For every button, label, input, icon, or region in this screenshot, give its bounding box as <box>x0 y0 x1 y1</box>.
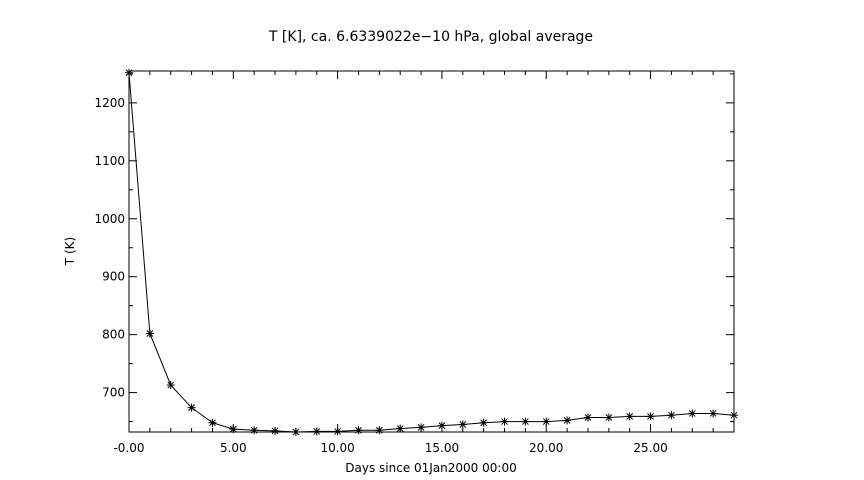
data-point-marker <box>271 426 280 435</box>
series-line <box>128 72 735 433</box>
data-point-marker <box>563 416 572 425</box>
data-point-marker <box>250 426 259 435</box>
x-axis-ticks: -0.00 5.00 10.00 15.00 20.00 25.00 <box>113 71 735 455</box>
data-point-marker <box>145 329 154 338</box>
data-point-marker <box>646 412 655 421</box>
data-point-marker <box>291 428 300 436</box>
data-point-marker <box>667 411 676 420</box>
data-point-marker <box>688 409 697 418</box>
data-point-marker <box>583 413 592 422</box>
y-tick-label: 1200 <box>94 96 125 110</box>
data-point-marker <box>166 381 175 390</box>
x-tick-label: 25.00 <box>633 441 667 455</box>
y-axis-ticks: 700 800 900 1000 1100 1200 <box>94 73 734 423</box>
y-tick-label: 1000 <box>94 212 125 226</box>
data-point-marker <box>521 417 530 426</box>
plot-frame <box>128 70 735 433</box>
data-point-marker <box>625 412 634 421</box>
series-layer <box>125 68 738 436</box>
data-point-marker <box>437 421 446 430</box>
y-tick-label: 1100 <box>94 154 125 168</box>
data-point-marker <box>604 413 613 422</box>
data-point-marker <box>542 417 551 426</box>
x-tick-label: -0.00 <box>113 441 144 455</box>
data-point-marker <box>500 417 509 426</box>
data-point-marker <box>125 68 133 77</box>
y-tick-label: 800 <box>102 328 125 342</box>
x-tick-label: 20.00 <box>529 441 563 455</box>
data-point-marker <box>187 403 196 412</box>
data-point-marker <box>312 427 321 436</box>
data-point-marker <box>396 424 405 433</box>
data-point-marker <box>333 427 342 436</box>
chart-title: T [K], ca. 6.6339022e−10 hPa, global ave… <box>268 29 593 45</box>
x-axis-label: Days since 01Jan2000 00:00 <box>345 461 516 475</box>
y-tick-label: 900 <box>102 270 125 284</box>
data-point-marker <box>375 426 384 435</box>
y-tick-label: 700 <box>102 386 125 400</box>
x-tick-label: 5.00 <box>220 441 247 455</box>
x-tick-label: 10.00 <box>320 441 354 455</box>
data-point-marker <box>229 425 238 434</box>
data-point-marker <box>730 411 738 420</box>
data-point-marker <box>709 409 718 418</box>
x-tick-label: 15.00 <box>425 441 459 455</box>
data-point-marker <box>354 426 363 435</box>
y-axis-label: T (K) <box>63 237 77 266</box>
data-point-marker <box>479 418 488 427</box>
data-point-marker <box>208 418 217 427</box>
data-point-marker <box>417 423 426 432</box>
data-point-marker <box>458 420 467 429</box>
